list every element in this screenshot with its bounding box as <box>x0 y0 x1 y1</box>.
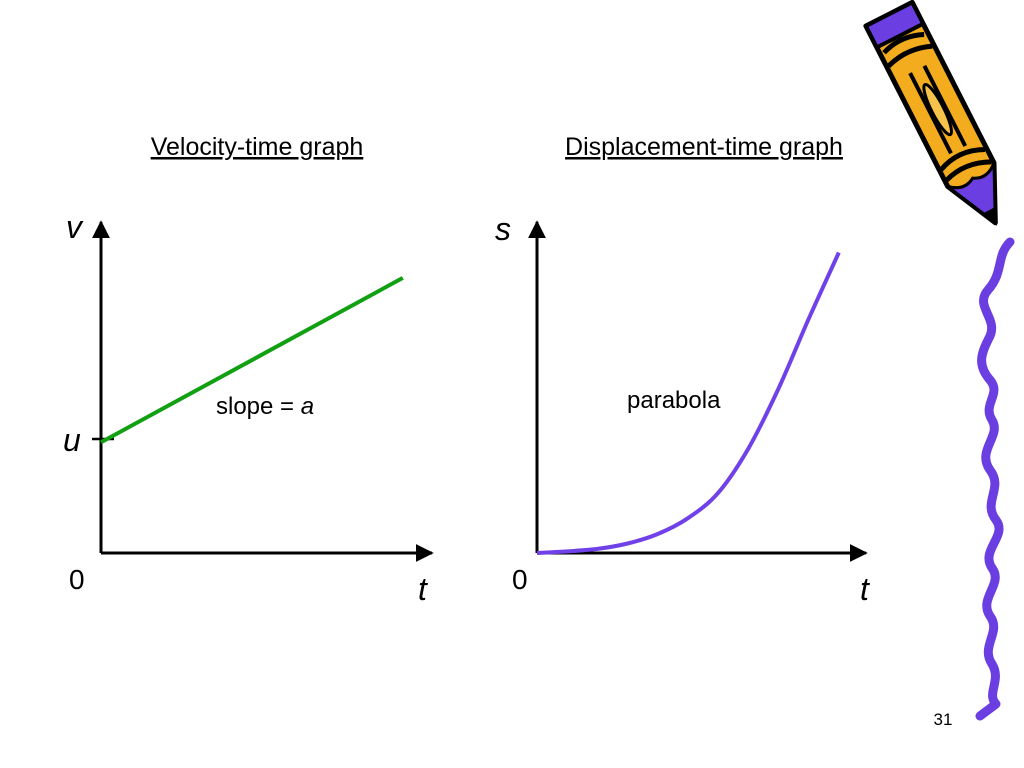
velocity-line <box>100 276 404 445</box>
pencil-icon <box>863 0 998 226</box>
displacement-origin-label: 0 <box>512 564 528 595</box>
squiggle-border <box>975 237 1015 721</box>
velocity-u-label: u <box>63 422 81 458</box>
velocity-y-axis-label: v <box>66 209 84 245</box>
displacement-y-axis-label: s <box>495 211 511 247</box>
velocity-graph-title: Velocity-time graph <box>151 133 364 161</box>
parabola-annotation: parabola <box>627 387 721 414</box>
velocity-x-axis-label: t <box>418 571 428 607</box>
displacement-x-axis-label: t <box>860 571 870 607</box>
displacement-curve <box>536 251 841 555</box>
velocity-origin-label: 0 <box>69 564 85 595</box>
slope-annotation: slope = a <box>216 393 314 420</box>
displacement-graph-title: Displacement-time graph <box>565 133 843 161</box>
displacement-time-graph: Displacement-time graph s t 0 parabola <box>495 133 870 607</box>
velocity-time-graph: Velocity-time graph v t 0 u slope = a <box>63 133 434 607</box>
slide-number: 31 <box>934 710 953 729</box>
